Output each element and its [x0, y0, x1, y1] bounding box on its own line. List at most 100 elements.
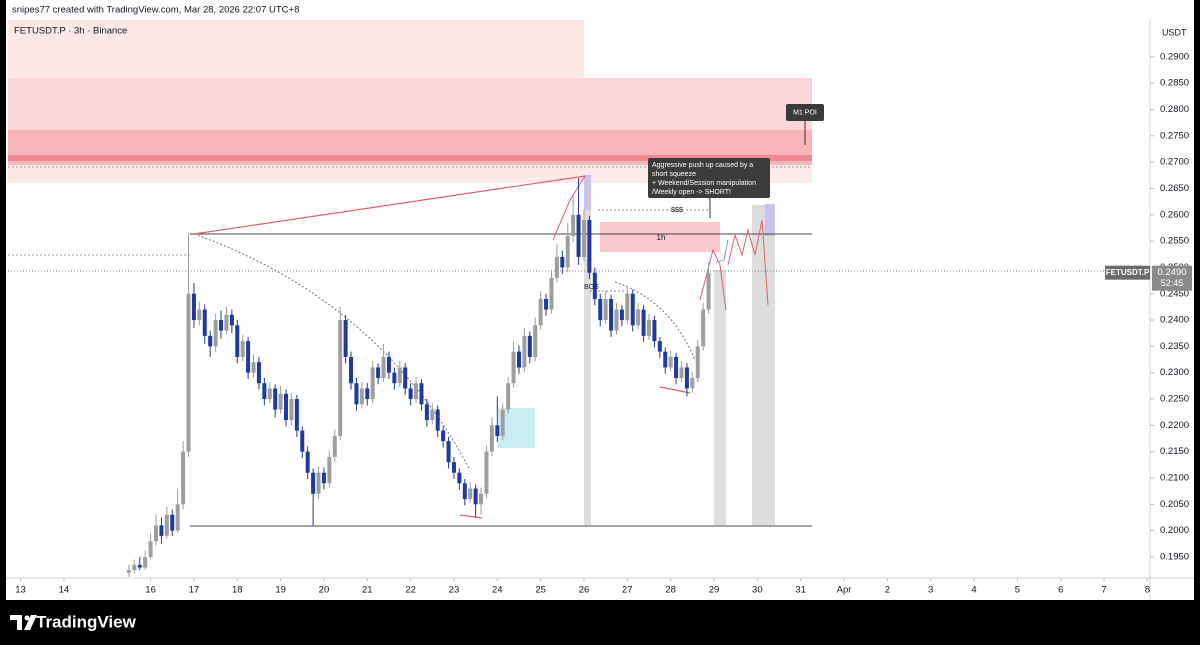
candle-body [300, 430, 305, 452]
y-tick-label: 0.2800 [1160, 104, 1189, 115]
candle-body [267, 388, 272, 400]
x-tick-label: 23 [449, 585, 460, 596]
x-tick-label: 7 [1101, 585, 1106, 596]
x-tick-label: 18 [232, 585, 243, 596]
candle-body [181, 451, 186, 505]
candle-body [316, 472, 321, 494]
y-tick-label: 0.2200 [1160, 420, 1189, 431]
candle-body [614, 309, 619, 331]
candle-body [560, 256, 565, 268]
candle-body [186, 293, 191, 452]
candle-body [143, 556, 148, 568]
projection [715, 239, 729, 263]
x-tick-label: 6 [1058, 585, 1063, 596]
x-tick-label: 16 [145, 585, 156, 596]
price-tag-label: 0.2490 [1157, 267, 1186, 278]
x-tick-label: 29 [709, 585, 720, 596]
liquidity-label: $$$ [671, 207, 683, 214]
y-tick-label: 0.2650 [1160, 183, 1189, 194]
candle-body [554, 256, 559, 278]
candle-body [126, 570, 131, 573]
candle-body [294, 399, 299, 431]
fvg-zone [600, 222, 720, 252]
symbol: FETUSDT.P · 3h · Binance [14, 26, 127, 37]
x-tick-label: 22 [405, 585, 416, 596]
candle-body [674, 356, 679, 378]
note-line: Aggressive push up caused by a [652, 162, 753, 169]
x-tick-label: 4 [971, 585, 976, 596]
candle-body [641, 309, 646, 336]
candle-body [278, 393, 283, 410]
symbol-tag-label: FETUSDT.P [1106, 268, 1150, 277]
candle-body [457, 472, 462, 484]
swing-line [552, 175, 586, 241]
candle-body [414, 383, 419, 400]
x-tick-label: 20 [319, 585, 330, 596]
y-tick-label: 0.2700 [1160, 157, 1189, 168]
price-tag [1152, 265, 1192, 291]
candle-body [516, 351, 521, 368]
candle-body [511, 351, 516, 384]
candle-body [419, 383, 424, 405]
candle-body [235, 325, 240, 357]
candle-body [305, 451, 310, 473]
countdown: 52:45 [1161, 278, 1184, 288]
y-tick-label: 0.2350 [1160, 341, 1189, 352]
candle-body [603, 299, 608, 321]
labels: snipes77 created with TradingView.com, M… [12, 5, 1187, 291]
candle-body [484, 451, 489, 494]
candles [126, 177, 711, 577]
y-tick-label: 0.2400 [1160, 315, 1189, 326]
candle-body [403, 367, 408, 389]
x-tick-label: Apr [837, 585, 852, 596]
candle-body [137, 564, 142, 568]
candle-body [646, 320, 651, 336]
candle-body [657, 341, 662, 352]
trend-line [193, 175, 586, 235]
note-box [648, 158, 770, 198]
candle-body [522, 335, 527, 368]
candle-body [311, 472, 316, 494]
candle-body [451, 462, 456, 473]
candle-body [527, 335, 532, 357]
candle-body [338, 320, 343, 436]
candle-body [229, 314, 234, 326]
candle-body [332, 435, 337, 457]
candle-body [652, 320, 657, 342]
candle-body [571, 214, 576, 236]
candle-body [148, 541, 153, 557]
drawings [8, 20, 1150, 527]
candle-body [327, 456, 332, 484]
candle-body [592, 272, 597, 299]
x-tick-label: 30 [752, 585, 763, 596]
candle-body [495, 425, 500, 436]
candle-body [479, 493, 484, 505]
x-tick-label: 25 [535, 585, 546, 596]
candle-body [468, 488, 473, 500]
candle-body [354, 383, 359, 405]
x-tick-label: 5 [1015, 585, 1020, 596]
candle-body [284, 393, 289, 421]
candle-body [392, 372, 397, 384]
y-tick-label: 0.2900 [1160, 51, 1189, 62]
y-tick-label: 0.2000 [1160, 525, 1189, 536]
candle-body [408, 388, 413, 400]
candle-body [321, 472, 326, 484]
candle-body [251, 362, 256, 373]
x-tick-label: 21 [362, 585, 373, 596]
candle-body [386, 356, 391, 373]
candle-body [202, 309, 207, 336]
candle-body [446, 441, 451, 463]
candle-body [159, 525, 164, 536]
candle-body [359, 388, 364, 405]
poi-box [786, 104, 824, 121]
candle-body [435, 409, 440, 431]
candle-body [533, 325, 538, 357]
poi-label: M1 POI [793, 109, 817, 116]
x-tick-label: 26 [579, 585, 590, 596]
candle-body [154, 525, 159, 542]
candle-body [219, 320, 224, 331]
candle-body [197, 309, 202, 321]
poi-line [8, 155, 812, 161]
